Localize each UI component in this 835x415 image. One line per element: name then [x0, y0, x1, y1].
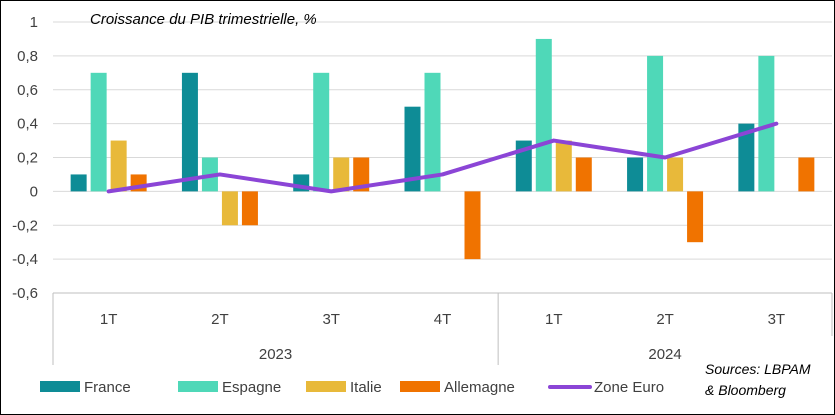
- legend: France Espagne Italie Allemagne Zone Euro: [40, 379, 664, 396]
- bar-france: [404, 106, 421, 192]
- bar-espagne: [647, 55, 664, 192]
- bar-espagne: [90, 72, 107, 192]
- bar-italie: [333, 157, 350, 192]
- legend-swatch: [306, 381, 346, 392]
- y-tick-label: 0,6: [17, 82, 38, 99]
- legend-label: Zone Euro: [594, 379, 664, 396]
- bars: [70, 38, 815, 260]
- gridlines: [53, 21, 832, 294]
- legend-swatch: [400, 381, 440, 392]
- y-tick-label: 0: [30, 183, 38, 200]
- legend-label: France: [84, 379, 131, 396]
- y-tick-label: 0,8: [17, 48, 38, 65]
- y-tick-label: -0,2: [12, 217, 38, 234]
- bar-espagne: [424, 72, 441, 192]
- x-group-label: 2023: [259, 346, 292, 363]
- legend-swatch: [40, 381, 80, 392]
- y-tick-label: 0,4: [17, 116, 38, 133]
- chart-title: Croissance du PIB trimestrielle, %: [90, 11, 317, 28]
- legend-label: Allemagne: [444, 379, 515, 396]
- bar-allemagne: [464, 191, 481, 260]
- bar-espagne: [313, 72, 330, 192]
- x-tick-label: 3T: [768, 311, 786, 328]
- x-tick-label: 1T: [545, 311, 563, 328]
- y-tick-label: 0,2: [17, 150, 38, 167]
- x-tick-label: 2T: [656, 311, 674, 328]
- x-tick-label: 3T: [322, 311, 340, 328]
- bar-allemagne: [798, 157, 815, 192]
- legend-label: Italie: [350, 379, 382, 396]
- line-zone-euro: [106, 121, 779, 194]
- x-tick-label: 1T: [100, 311, 118, 328]
- x-group-label: 2024: [648, 346, 681, 363]
- legend-swatch: [178, 381, 218, 392]
- bar-espagne: [535, 38, 552, 192]
- x-tick-label: 4T: [434, 311, 452, 328]
- bar-espagne: [758, 55, 775, 192]
- y-tick-label: -0,6: [12, 285, 38, 302]
- bar-allemagne: [575, 157, 592, 192]
- bar-france: [738, 123, 755, 192]
- source-line-2: & Bloomberg: [705, 382, 786, 398]
- bar-allemagne: [353, 157, 370, 192]
- zone-euro-line: [106, 121, 779, 194]
- y-tick-label: 1: [30, 14, 38, 31]
- bar-allemagne: [687, 191, 704, 243]
- y-tick-label: -0,4: [12, 251, 38, 268]
- bar-france: [627, 157, 644, 192]
- source-line-1: Sources: LBPAM: [705, 361, 811, 377]
- bar-italie: [221, 191, 238, 226]
- bar-france: [70, 174, 87, 192]
- bar-italie: [555, 140, 572, 192]
- bar-france: [181, 72, 198, 192]
- bar-allemagne: [241, 191, 258, 226]
- x-axis: 1T 2T 3T 4T 1T 2T 3T 2023 2024: [52, 292, 833, 365]
- legend-label: Espagne: [222, 379, 281, 396]
- y-axis-ticks: -0,6 -0,4 -0,2 0 0,2 0,4 0,6 0,8 1: [12, 14, 38, 302]
- bar-italie: [667, 157, 684, 192]
- x-tick-label: 2T: [211, 311, 229, 328]
- bar-italie: [110, 140, 127, 192]
- bar-france: [515, 140, 532, 192]
